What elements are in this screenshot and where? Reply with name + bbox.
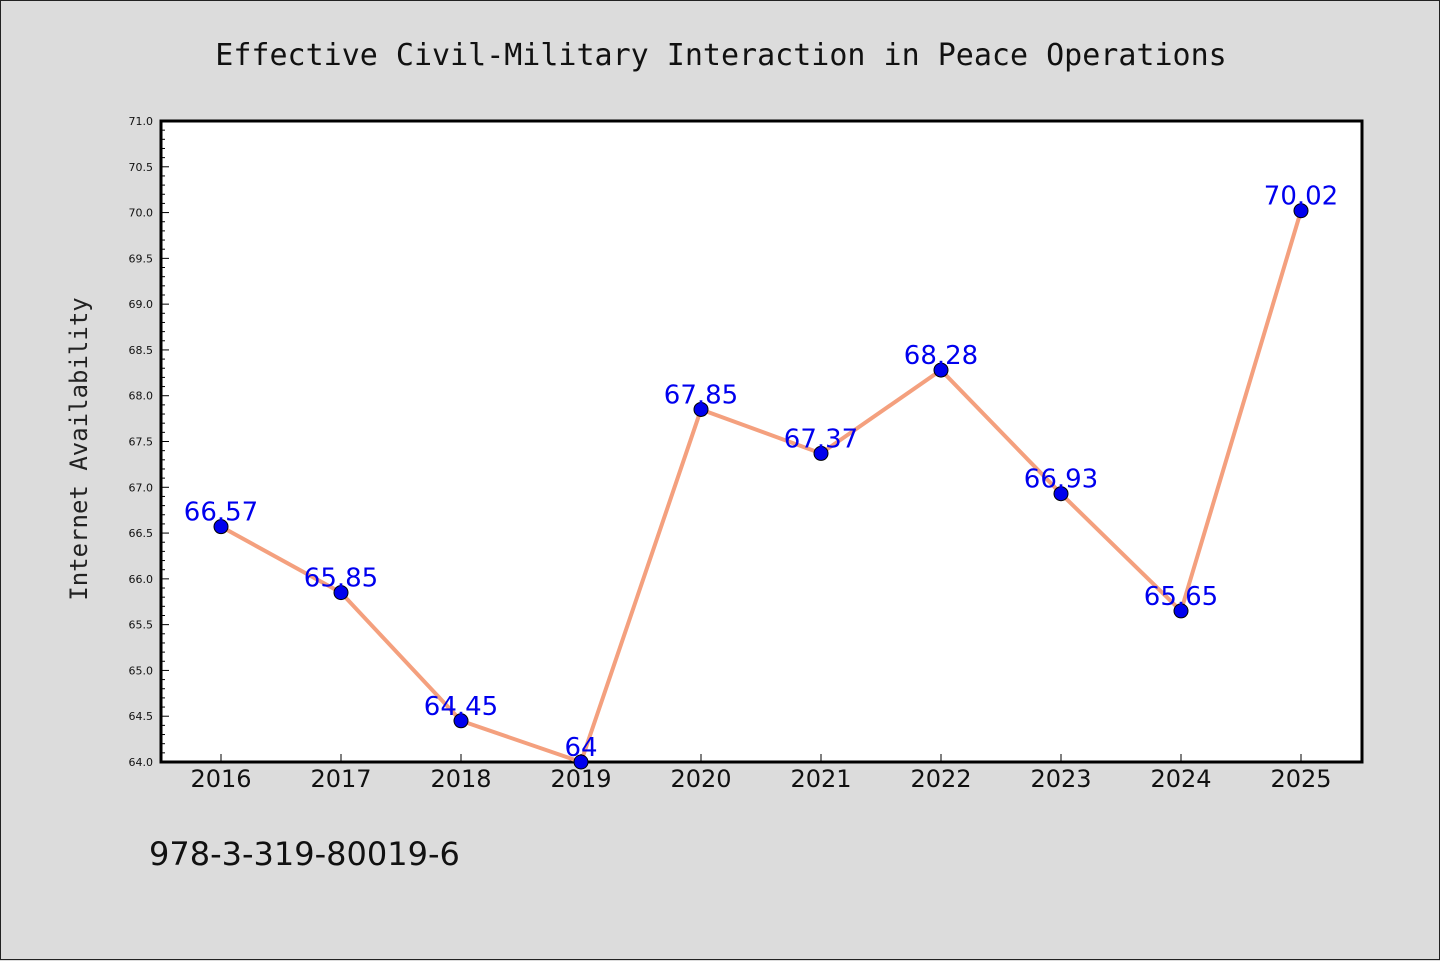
x-tick-label: 2017 <box>310 765 371 793</box>
data-label: 66.57 <box>184 498 258 528</box>
y-tick-label: 65.0 <box>129 664 154 677</box>
x-tick-label: 2023 <box>1030 765 1091 793</box>
y-tick-label: 69.5 <box>129 252 154 265</box>
data-label: 67.85 <box>664 380 738 410</box>
y-tick-label: 66.5 <box>129 527 154 540</box>
data-point <box>693 401 709 417</box>
y-tick-label: 66.0 <box>129 573 154 586</box>
data-markers <box>213 203 1309 770</box>
data-label: 67.37 <box>784 424 858 454</box>
data-label: 65.85 <box>304 564 378 594</box>
x-tick-label: 2025 <box>1270 765 1331 793</box>
y-tick-labels: 64.0 64.5 65.0 65.5 66.0 66.5 67.0 67.5 68.0 68.5… <box>129 115 154 769</box>
isbn-footer: 978-3-319-80019-6 <box>149 835 460 873</box>
y-tick-label: 65.5 <box>129 619 154 632</box>
y-tick-label: 68.5 <box>129 344 154 357</box>
data-point <box>1173 603 1189 619</box>
y-tick-label: 67.5 <box>129 436 154 449</box>
data-label: 64.45 <box>424 692 498 722</box>
x-tick-label: 2021 <box>790 765 851 793</box>
data-point <box>213 519 229 535</box>
data-labels: 66.57 65.85 64.45 64 67.85 67.37 68.28 66.93 65.… <box>184 182 1338 763</box>
data-label: 64 <box>564 733 597 763</box>
x-tick-label: 2024 <box>1150 765 1211 793</box>
plot-area <box>159 119 1364 764</box>
x-tick-label: 2022 <box>910 765 971 793</box>
y-tick-label: 68.0 <box>129 390 154 403</box>
series-line-group <box>219 208 1303 764</box>
data-label: 68.28 <box>904 341 978 371</box>
y-tick-label: 64.5 <box>129 710 154 723</box>
data-point <box>573 754 589 770</box>
chart-title: Effective Civil-Military Interaction in … <box>215 38 1226 73</box>
data-point <box>813 445 829 461</box>
y-tick-label: 64.0 <box>129 756 154 769</box>
y-tick-label: 70.0 <box>129 207 154 220</box>
y-tick-marks <box>161 120 169 763</box>
x-tick-label: 2018 <box>430 765 491 793</box>
y-tick-label: 67.0 <box>129 481 154 494</box>
data-label: 65.65 <box>1144 582 1218 612</box>
data-point <box>1293 203 1309 219</box>
data-point <box>1053 486 1069 502</box>
x-tick-labels: 2016 2017 2018 2019 2020 2021 2022 2023 2024 2025 <box>190 765 1331 793</box>
x-tick-label: 2020 <box>670 765 731 793</box>
data-point <box>933 362 949 378</box>
data-point <box>333 585 349 601</box>
x-tick-label: 2016 <box>190 765 251 793</box>
y-tick-label: 70.5 <box>129 161 154 174</box>
data-label: 70.02 <box>1264 182 1338 212</box>
data-point <box>453 713 469 729</box>
y-tick-label: 69.0 <box>129 298 154 311</box>
data-label: 66.93 <box>1024 465 1098 495</box>
x-tick-label: 2019 <box>550 765 611 793</box>
y-tick-label: 71.0 <box>129 115 154 128</box>
series-line <box>219 208 1303 764</box>
y-axis-label: Internet Availability <box>65 297 93 600</box>
